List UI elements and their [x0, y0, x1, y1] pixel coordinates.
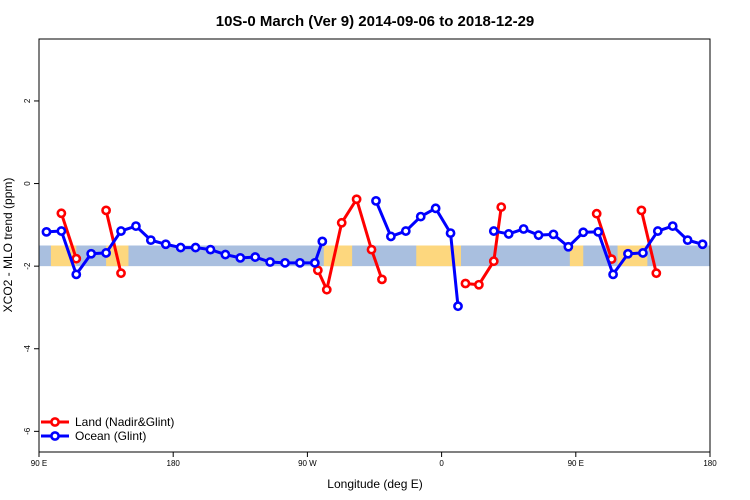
series-1-point-0-17: [295, 257, 305, 268]
series-1-point-2-10: [638, 248, 648, 258]
y-tick-label-2: -2: [23, 262, 32, 270]
series-1-point-2-3: [533, 230, 544, 241]
legend-label-0: Land (Nadir&Glint): [75, 415, 174, 429]
y-axis-label: XCO2 - MLO trend (ppm): [1, 178, 15, 313]
series-1-point-0-1: [56, 226, 67, 236]
series-1-point-0-11: [205, 244, 216, 255]
series-1-point-1-6: [453, 301, 463, 312]
series-0-point-2-4: [366, 244, 377, 255]
series-1-point-2-7: [593, 226, 604, 237]
series-1-point-2-9: [623, 248, 633, 259]
series-1-point-0-2: [71, 269, 82, 280]
series-1-point-0-14: [250, 252, 261, 262]
series-1-point-2-11: [652, 226, 663, 236]
series-1-point-1-1: [386, 231, 396, 242]
x-tick-label-2: 90 W: [298, 459, 317, 468]
series-1-point-0-7: [145, 235, 156, 246]
series-1-point-0-12: [220, 249, 231, 260]
land-patch-4: [569, 245, 584, 267]
y-axis: 2 0 -2 -4 -6: [23, 98, 39, 435]
plot-frame: [38, 38, 711, 453]
series-1-point-0-16: [280, 257, 290, 268]
legend-marker-0: [50, 417, 60, 427]
series-1-point-0-19: [317, 236, 328, 247]
legend: Land (Nadir&Glint)Ocean (Glint): [41, 415, 174, 443]
x-axis: 90 E 180 90 W 0 90 E 180: [31, 452, 717, 468]
x-tick-label-1: 180: [167, 459, 181, 468]
x-tick-label-5: 180: [703, 459, 717, 468]
y-tick-label-0: 2: [23, 98, 32, 103]
land-patch-2: [323, 245, 353, 267]
series-1-point-0-13: [235, 252, 246, 263]
series-0-point-2-3: [351, 194, 362, 205]
series-1-point-0-3: [86, 248, 97, 259]
series-0: [56, 194, 662, 295]
x-tick-label-4: 90 E: [568, 459, 584, 468]
series-1-point-0-18: [309, 257, 320, 268]
series-1-point-2-4: [548, 229, 559, 240]
x-tick-label-3: 0: [439, 459, 444, 468]
series-layer: [41, 194, 708, 312]
series-0-point-3-2: [488, 256, 499, 267]
series-0-point-5-0: [636, 205, 647, 216]
series-1-point-2-0: [488, 226, 499, 236]
series-1-point-2-12: [667, 221, 678, 231]
series-0-line-2: [316, 197, 384, 292]
series-1-point-2-2: [518, 224, 529, 234]
series-1-point-1-4: [430, 203, 441, 214]
series-0-line-0: [59, 212, 78, 260]
land-patch-0: [50, 245, 77, 267]
series-1-point-1-5: [445, 228, 456, 239]
series-0-point-4-0: [591, 208, 602, 219]
series-0-point-3-3: [496, 202, 507, 212]
series-0-point-2-2: [336, 217, 347, 228]
legend-label-1: Ocean (Glint): [75, 429, 146, 443]
series-1-point-1-2: [400, 226, 411, 236]
series-1-point-0-8: [160, 239, 171, 250]
series-0-point-5-1: [651, 268, 662, 279]
y-tick-label-3: -4: [23, 345, 32, 353]
series-0-point-3-1: [473, 279, 484, 290]
chart-title: 10S-0 March (Ver 9) 2014-09-06 to 2018-1…: [216, 13, 535, 30]
series-0-point-1-1: [116, 268, 126, 279]
series-0-point-2-5: [377, 274, 387, 285]
series-0-point-2-1: [321, 284, 332, 295]
series-1-point-0-4: [101, 248, 111, 258]
series-1-point-2-13: [682, 235, 693, 246]
series-1-point-2-14: [697, 239, 708, 250]
series-1: [41, 195, 708, 312]
series-1-point-0-0: [41, 226, 52, 237]
series-0-point-3-0: [460, 278, 471, 289]
series-1-point-0-5: [116, 226, 126, 236]
x-tick-label-0: 90 E: [31, 459, 47, 468]
series-1-point-2-8: [608, 269, 618, 280]
x-axis-label: Longitude (deg E): [327, 477, 422, 491]
land-patch-3: [416, 245, 461, 267]
series-0-point-0-0: [56, 208, 67, 219]
series-1-point-0-6: [131, 221, 141, 231]
series-1-point-2-1: [503, 229, 514, 239]
series-1-point-0-9: [175, 242, 186, 253]
series-1-point-0-10: [190, 242, 201, 253]
series-1-point-2-6: [578, 227, 589, 238]
series-1-point-1-0: [371, 195, 381, 206]
series-0-point-2-0: [312, 265, 323, 276]
y-tick-label-4: -6: [23, 427, 32, 435]
series-1-point-0-15: [265, 257, 276, 267]
series-1-point-1-3: [415, 211, 426, 222]
legend-marker-1: [50, 431, 60, 441]
series-0-point-0-1: [71, 253, 82, 264]
series-0-line-4: [595, 213, 614, 260]
series-0-point-1-0: [101, 205, 111, 216]
y-tick-label-1: 0: [23, 181, 32, 186]
series-1-point-2-5: [563, 241, 574, 252]
